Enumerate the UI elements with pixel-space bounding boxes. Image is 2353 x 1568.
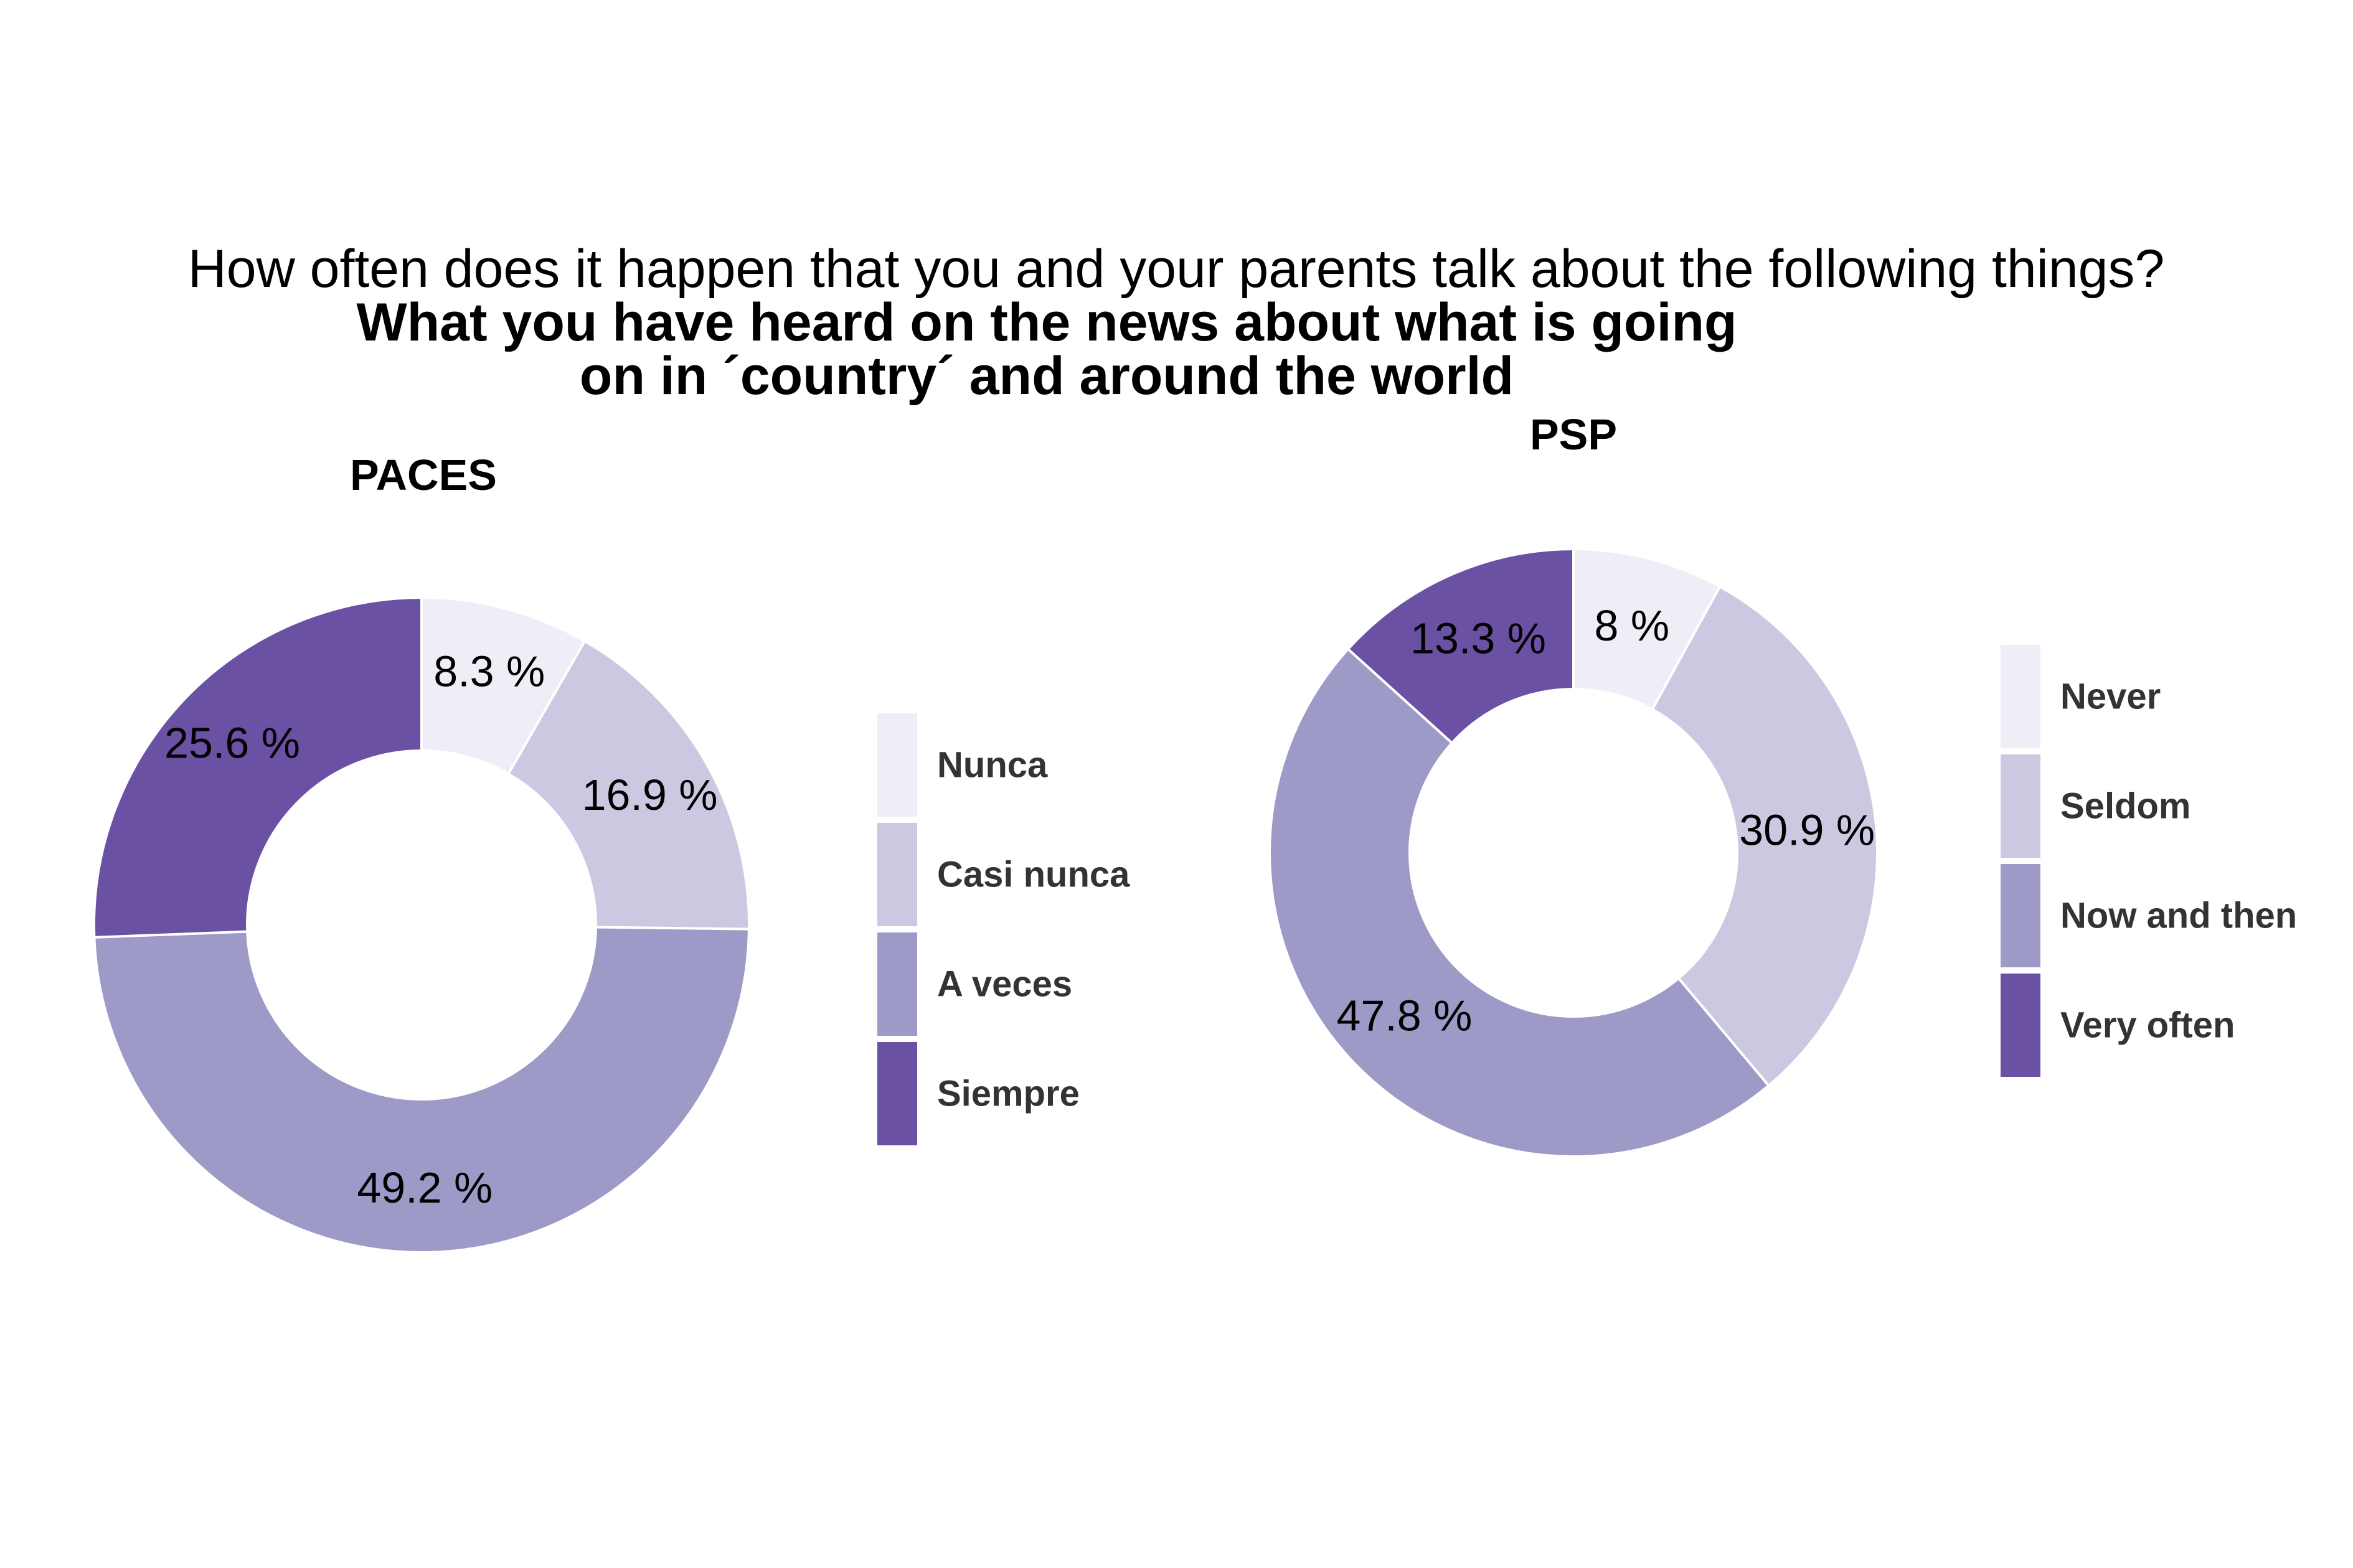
psp-legend-swatch-very-often <box>2001 974 2040 1077</box>
paces-donut <box>93 596 750 1254</box>
psp-donut <box>1268 547 1879 1158</box>
psp-slice-labels: 8 % 30.9 % 47.8 % 13.3 % <box>1336 601 1875 1040</box>
psp-slice-now-and-then <box>1268 647 1771 1158</box>
psp-legend: Never Seldom Now and then Very often <box>2001 645 2297 1077</box>
psp-slice-label-very-often: 13.3 % <box>1410 614 1546 662</box>
paces-legend-swatch-casi-nunca <box>877 823 917 926</box>
paces-slice-label-a-veces: 49.2 % <box>357 1163 493 1212</box>
paces-legend-swatch-a-veces <box>877 932 917 1036</box>
psp-legend-label-never: Never <box>2060 677 2161 717</box>
paces-slice-label-nunca: 8.3 % <box>433 647 545 695</box>
psp-slice-seldom <box>1650 584 1879 1087</box>
paces-legend: Nunca Casi nunca A veces Siempre <box>877 713 1130 1145</box>
paces-slice-labels: 8.3 % 16.9 % 49.2 % 25.6 % <box>164 647 717 1212</box>
paces-panel-title: PACES <box>350 451 497 499</box>
chart-subtitle-line-2: on in ´country´ and around the world <box>580 346 1514 406</box>
psp-legend-label-very-often: Very often <box>2060 1005 2235 1046</box>
chart-title: How often does it happen that you and yo… <box>188 239 2165 299</box>
chart-subtitle-line-1: What you have heard on the news about wh… <box>356 293 1737 352</box>
psp-slice-label-never: 8 % <box>1594 601 1669 650</box>
psp-legend-swatch-seldom <box>2001 754 2040 858</box>
psp-slice-label-seldom: 30.9 % <box>1739 805 1875 854</box>
paces-slice-casi-nunca <box>506 639 750 931</box>
paces-legend-label-casi-nunca: Casi nunca <box>937 855 1130 895</box>
paces-slice-siempre <box>93 596 423 939</box>
psp-panel: PSP 8 % 30.9 % 47.8 % 13.3 % Never Seldom Now… <box>1268 410 2297 1158</box>
paces-panel: PACES 8.3 % 16.9 % 49.2 % 25.6 % Nunca Casi … <box>93 451 1130 1254</box>
psp-legend-swatch-never <box>2001 645 2040 748</box>
paces-slice-label-siempre: 25.6 % <box>164 718 300 767</box>
paces-legend-label-siempre: Siempre <box>937 1074 1080 1114</box>
psp-slice-very-often <box>1346 547 1575 745</box>
paces-legend-label-a-veces: A veces <box>937 964 1072 1005</box>
paces-slice-a-veces <box>93 926 750 1254</box>
paces-slice-label-casi-nunca: 16.9 % <box>582 771 718 819</box>
psp-legend-swatch-now-and-then <box>2001 864 2040 967</box>
paces-legend-swatch-siempre <box>877 1042 917 1145</box>
psp-legend-label-seldom: Seldom <box>2060 786 2191 827</box>
psp-panel-title: PSP <box>1530 410 1617 459</box>
paces-legend-swatch-nunca <box>877 713 917 817</box>
paces-legend-label-nunca: Nunca <box>937 745 1048 786</box>
psp-legend-label-now-and-then: Now and then <box>2060 896 2297 936</box>
psp-slice-label-now-and-then: 47.8 % <box>1336 992 1472 1040</box>
